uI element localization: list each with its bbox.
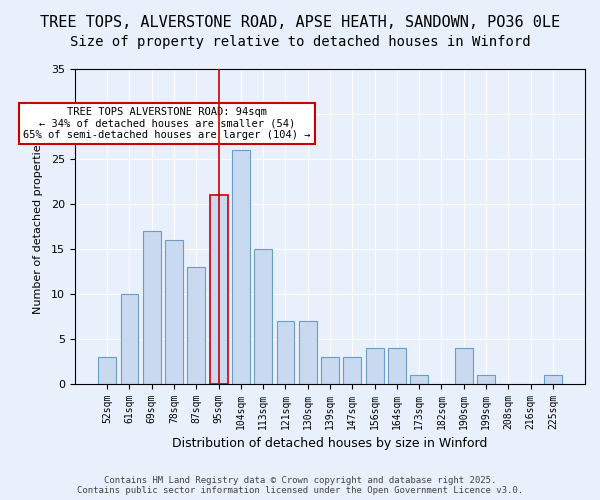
X-axis label: Distribution of detached houses by size in Winford: Distribution of detached houses by size … (172, 437, 488, 450)
Bar (232, 150, 250, 384)
Bar (343, 356, 361, 384)
Bar (143, 231, 161, 384)
Bar (321, 356, 339, 384)
Y-axis label: Number of detached properties: Number of detached properties (33, 138, 43, 314)
Bar (544, 374, 562, 384)
Bar (477, 374, 495, 384)
Bar (209, 195, 227, 384)
Bar (365, 348, 383, 384)
Bar (388, 348, 406, 384)
Bar (277, 321, 295, 384)
Bar (98, 356, 116, 384)
Bar (299, 321, 317, 384)
Text: TREE TOPS ALVERSTONE ROAD: 94sqm
← 34% of detached houses are smaller (54)
65% o: TREE TOPS ALVERSTONE ROAD: 94sqm ← 34% o… (23, 107, 311, 140)
Bar (455, 348, 473, 384)
Bar (187, 267, 205, 384)
Bar (254, 249, 272, 384)
Text: Contains HM Land Registry data © Crown copyright and database right 2025.
Contai: Contains HM Land Registry data © Crown c… (77, 476, 523, 495)
Bar (165, 240, 183, 384)
Bar (121, 294, 139, 384)
Bar (410, 374, 428, 384)
Text: TREE TOPS, ALVERSTONE ROAD, APSE HEATH, SANDOWN, PO36 0LE: TREE TOPS, ALVERSTONE ROAD, APSE HEATH, … (40, 15, 560, 30)
Text: Size of property relative to detached houses in Winford: Size of property relative to detached ho… (70, 35, 530, 49)
